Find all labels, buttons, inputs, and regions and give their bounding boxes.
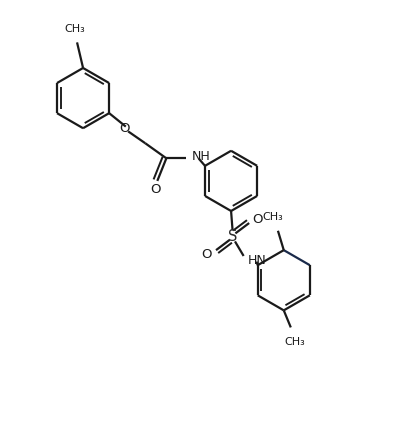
Text: S: S bbox=[228, 229, 237, 244]
Text: HN: HN bbox=[247, 254, 267, 267]
Text: CH₃: CH₃ bbox=[263, 211, 283, 221]
Text: O: O bbox=[252, 213, 263, 226]
Text: O: O bbox=[150, 183, 160, 196]
Text: NH: NH bbox=[192, 150, 211, 163]
Text: O: O bbox=[119, 122, 129, 135]
Text: O: O bbox=[201, 248, 212, 261]
Text: CH₃: CH₃ bbox=[284, 338, 305, 347]
Text: CH₃: CH₃ bbox=[65, 24, 85, 34]
